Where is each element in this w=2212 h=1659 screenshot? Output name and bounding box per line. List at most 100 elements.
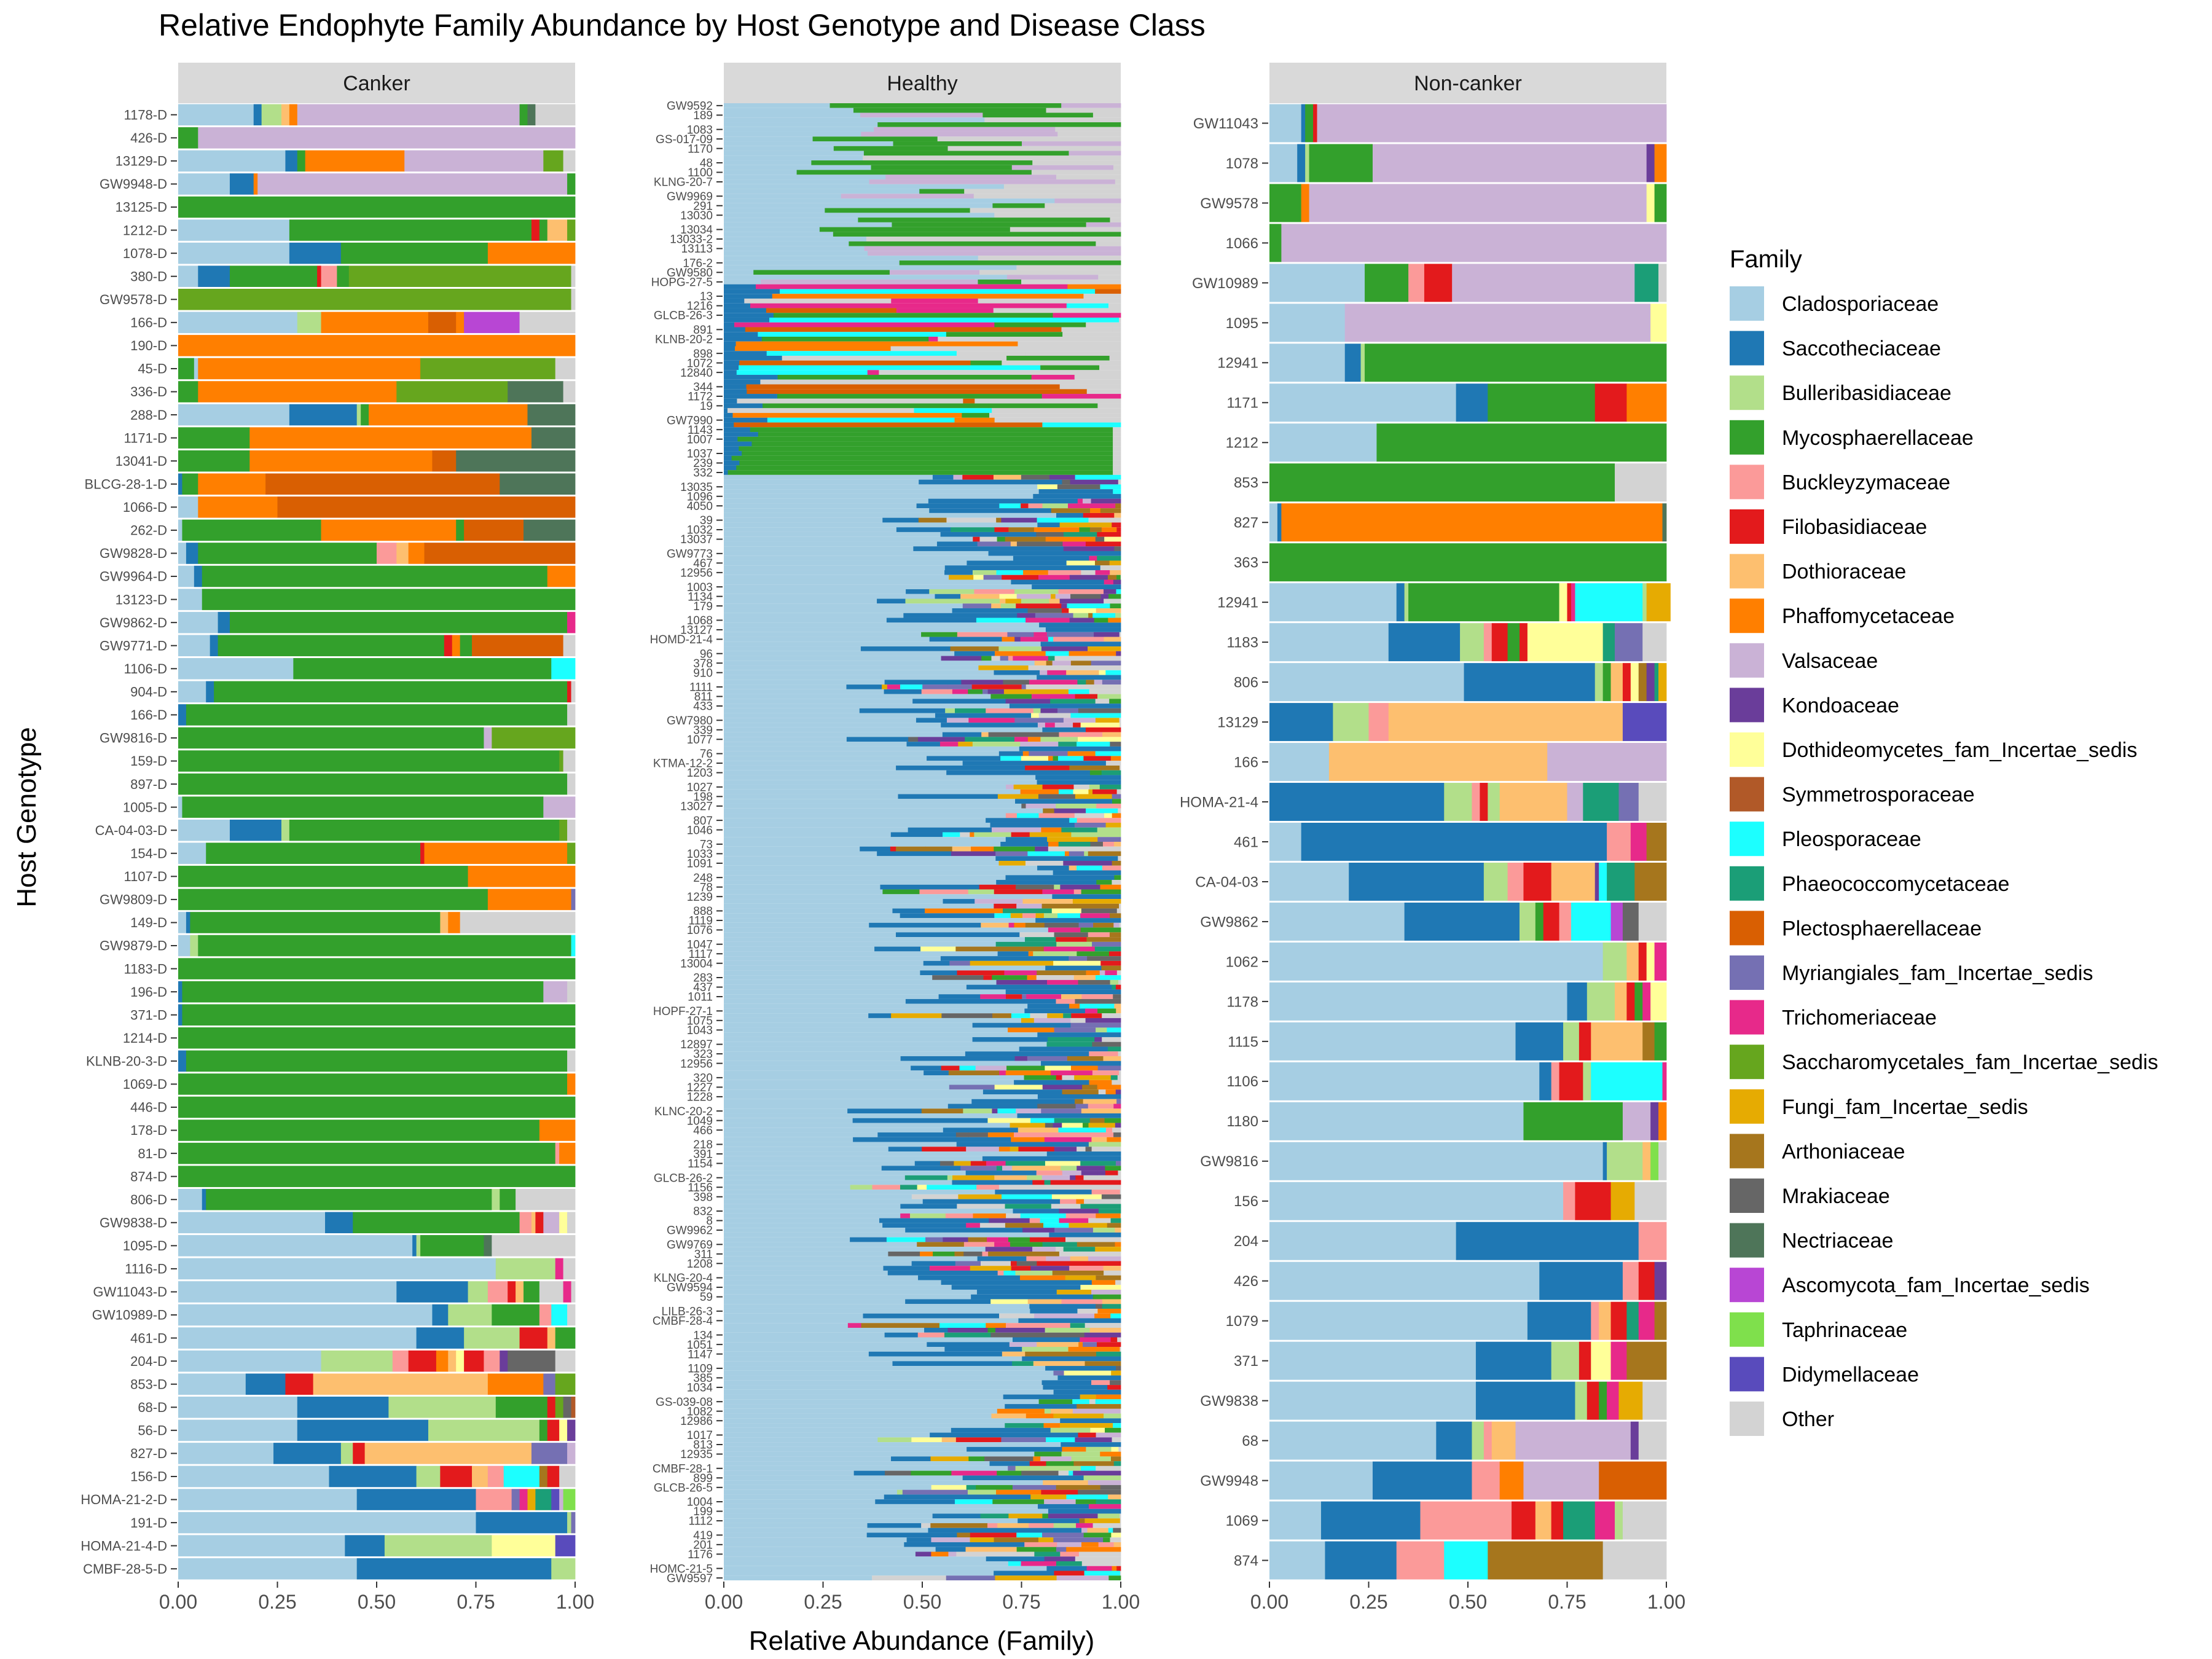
bar-segment-saccotheciaceae xyxy=(944,565,1101,570)
bar-segment-kondoaceae xyxy=(985,1247,1033,1252)
bar-segment-cladosporiaceae xyxy=(1269,1222,1457,1260)
bar-segment-phaeococcomycetaceae xyxy=(955,708,986,713)
bar-segment-dothideomycetes-fam-incertae-sedis xyxy=(1080,723,1120,728)
bar-segment-mycosphaerellaceae xyxy=(763,403,989,409)
bar-row xyxy=(724,179,1121,184)
bar-segment-filobasidiaceae xyxy=(1021,503,1029,509)
bar-row xyxy=(1269,463,1667,502)
bar-segment-other xyxy=(863,155,1121,161)
bar-segment-buckleyzymaceae xyxy=(1638,1222,1667,1260)
y-tick-label: 1154 xyxy=(688,1158,713,1171)
bar-segment-myriangiales-fam-incertae-sedis xyxy=(1041,1108,1082,1114)
bar-segment-mycosphaerellaceae xyxy=(1110,603,1121,609)
bar-segment-cladosporiaceae xyxy=(724,818,986,823)
bar-row xyxy=(724,1194,1121,1199)
bar-segment-mrakiaceae xyxy=(908,737,919,742)
bar-segment-mrakiaceae xyxy=(1101,1194,1121,1199)
bar-row xyxy=(724,1366,1121,1371)
y-tick-label: 68 xyxy=(1242,1433,1258,1449)
bar-segment-other xyxy=(1116,908,1121,914)
bar-segment-saccotheciaceae xyxy=(396,1281,468,1303)
bar-segment-saccotheciaceae xyxy=(724,332,758,337)
bar-segment-mycosphaerellaceae xyxy=(297,150,306,172)
bar-segment-cladosporiaceae xyxy=(724,146,834,151)
bar-segment-other xyxy=(1077,1147,1086,1152)
bar-row xyxy=(724,1171,1121,1175)
bar-segment-dothioraceae xyxy=(1615,982,1627,1021)
bar-segment-bulleribasidiaceae xyxy=(1602,942,1627,981)
bar-row xyxy=(724,127,1121,132)
bar-segment-phaffomycetaceae xyxy=(1658,1102,1667,1140)
bar-segment-cladosporiaceae xyxy=(178,589,203,610)
bar-segment-mycosphaerellaceae xyxy=(1016,1547,1057,1552)
y-tick-label: 13127 xyxy=(680,624,713,637)
bar-row xyxy=(724,1475,1121,1481)
bar-row xyxy=(724,937,1121,942)
bar-segment-pleosporaceae xyxy=(1113,1423,1121,1428)
bar-segment-cladosporiaceae xyxy=(724,956,941,961)
bar-segment-saccotheciaceae xyxy=(1045,1366,1116,1371)
y-tick-label: GW9773 xyxy=(667,547,713,560)
facet-strip xyxy=(1269,63,1666,103)
bar-row xyxy=(724,218,1121,222)
bar-segment-mycosphaerellaceae xyxy=(992,975,1006,980)
bar-segment-valsaceae xyxy=(889,270,980,275)
bar-row xyxy=(724,1547,1121,1552)
bar-segment-other xyxy=(1098,1089,1106,1095)
bar-row xyxy=(724,1256,1121,1261)
bar-segment-mycosphaerellaceae xyxy=(1072,232,1121,237)
bar-segment-saccotheciaceae xyxy=(943,1128,1019,1133)
bar-segment-fungi-fam-incertae-sedis xyxy=(1054,689,1069,694)
bar-segment-pleosporaceae xyxy=(1100,484,1121,490)
bar-segment-mycosphaerellaceae xyxy=(182,1004,576,1026)
bar-row xyxy=(178,1535,576,1556)
bar-segment-trichomeriaceae xyxy=(1059,1218,1089,1223)
bar-row xyxy=(724,784,1121,790)
bar-segment-saccotheciaceae xyxy=(1602,1142,1607,1180)
bar-segment-mycosphaerellaceae xyxy=(1083,951,1110,957)
bar-row xyxy=(724,665,1121,670)
bar-row xyxy=(724,1427,1121,1433)
bar-segment-myriangiales-fam-incertae-sedis xyxy=(1041,1532,1084,1538)
bar-segment-mrakiaceae xyxy=(1016,541,1063,547)
bar-segment-arthoniaceae xyxy=(539,1465,548,1488)
bar-segment-cladosporiaceae xyxy=(724,1380,1042,1386)
bar-segment-cladosporiaceae xyxy=(724,970,920,976)
bar-segment-phaffomycetaceae xyxy=(970,832,975,837)
bar-row xyxy=(178,1004,576,1026)
bar-segment-saccotheciaceae xyxy=(1456,1222,1639,1260)
bar-segment-mycosphaerellaceae xyxy=(206,1188,492,1210)
bar-segment-saccotheciaceae xyxy=(941,1280,1092,1285)
bar-row xyxy=(724,474,1121,480)
bar-row xyxy=(724,646,1121,651)
bar-segment-saccotheciaceae xyxy=(724,327,746,332)
bar-segment-arthoniaceae xyxy=(1107,575,1117,580)
bar-segment-phaffomycetaceae xyxy=(198,473,266,495)
bar-segment-phaeococcomycetaceae xyxy=(1077,680,1086,685)
bar-segment-mycosphaerellaceae xyxy=(492,1304,540,1326)
bar-segment-phaeococcomycetaceae xyxy=(1056,1561,1083,1566)
bar-segment-cladosporiaceae xyxy=(724,742,907,747)
bar-segment-saccotheciaceae xyxy=(1013,1209,1059,1214)
bar-segment-phaffomycetaceae xyxy=(1043,1423,1061,1428)
bar-segment-filobasidiaceae xyxy=(1575,1182,1611,1220)
bar-segment-other xyxy=(539,1281,564,1303)
y-tick-label: 827 xyxy=(1234,515,1258,531)
bar-segment-bulleribasidiaceae xyxy=(1027,1175,1043,1180)
bar-row xyxy=(724,531,1121,537)
bar-segment-saccotheciaceae xyxy=(863,1313,1000,1319)
bar-segment-saccotheciaceae xyxy=(1045,965,1102,971)
bar-segment-mrakiaceae xyxy=(1075,998,1121,1004)
y-tick-label: 1228 xyxy=(687,1091,713,1104)
bar-segment-fungi-fam-incertae-sedis xyxy=(1109,560,1121,566)
y-tick-label: 1212-D xyxy=(123,222,167,238)
bar-segment-cladosporiaceae xyxy=(724,732,943,737)
bar-segment-trichomeriaceae xyxy=(1086,1566,1112,1571)
bar-segment-plectosphaerellaceae xyxy=(734,422,1043,428)
bar-segment-dothioraceae xyxy=(472,1465,488,1488)
bar-row xyxy=(1269,1102,1667,1140)
legend-item-dothideomycetes-fam-incertae-sedis: Dothideomycetes_fam_Incertae_sedis xyxy=(1730,732,2137,767)
bar-segment-other xyxy=(1088,1218,1111,1223)
bar-segment-cladosporiaceae xyxy=(724,684,847,689)
bar-row xyxy=(724,622,1121,628)
